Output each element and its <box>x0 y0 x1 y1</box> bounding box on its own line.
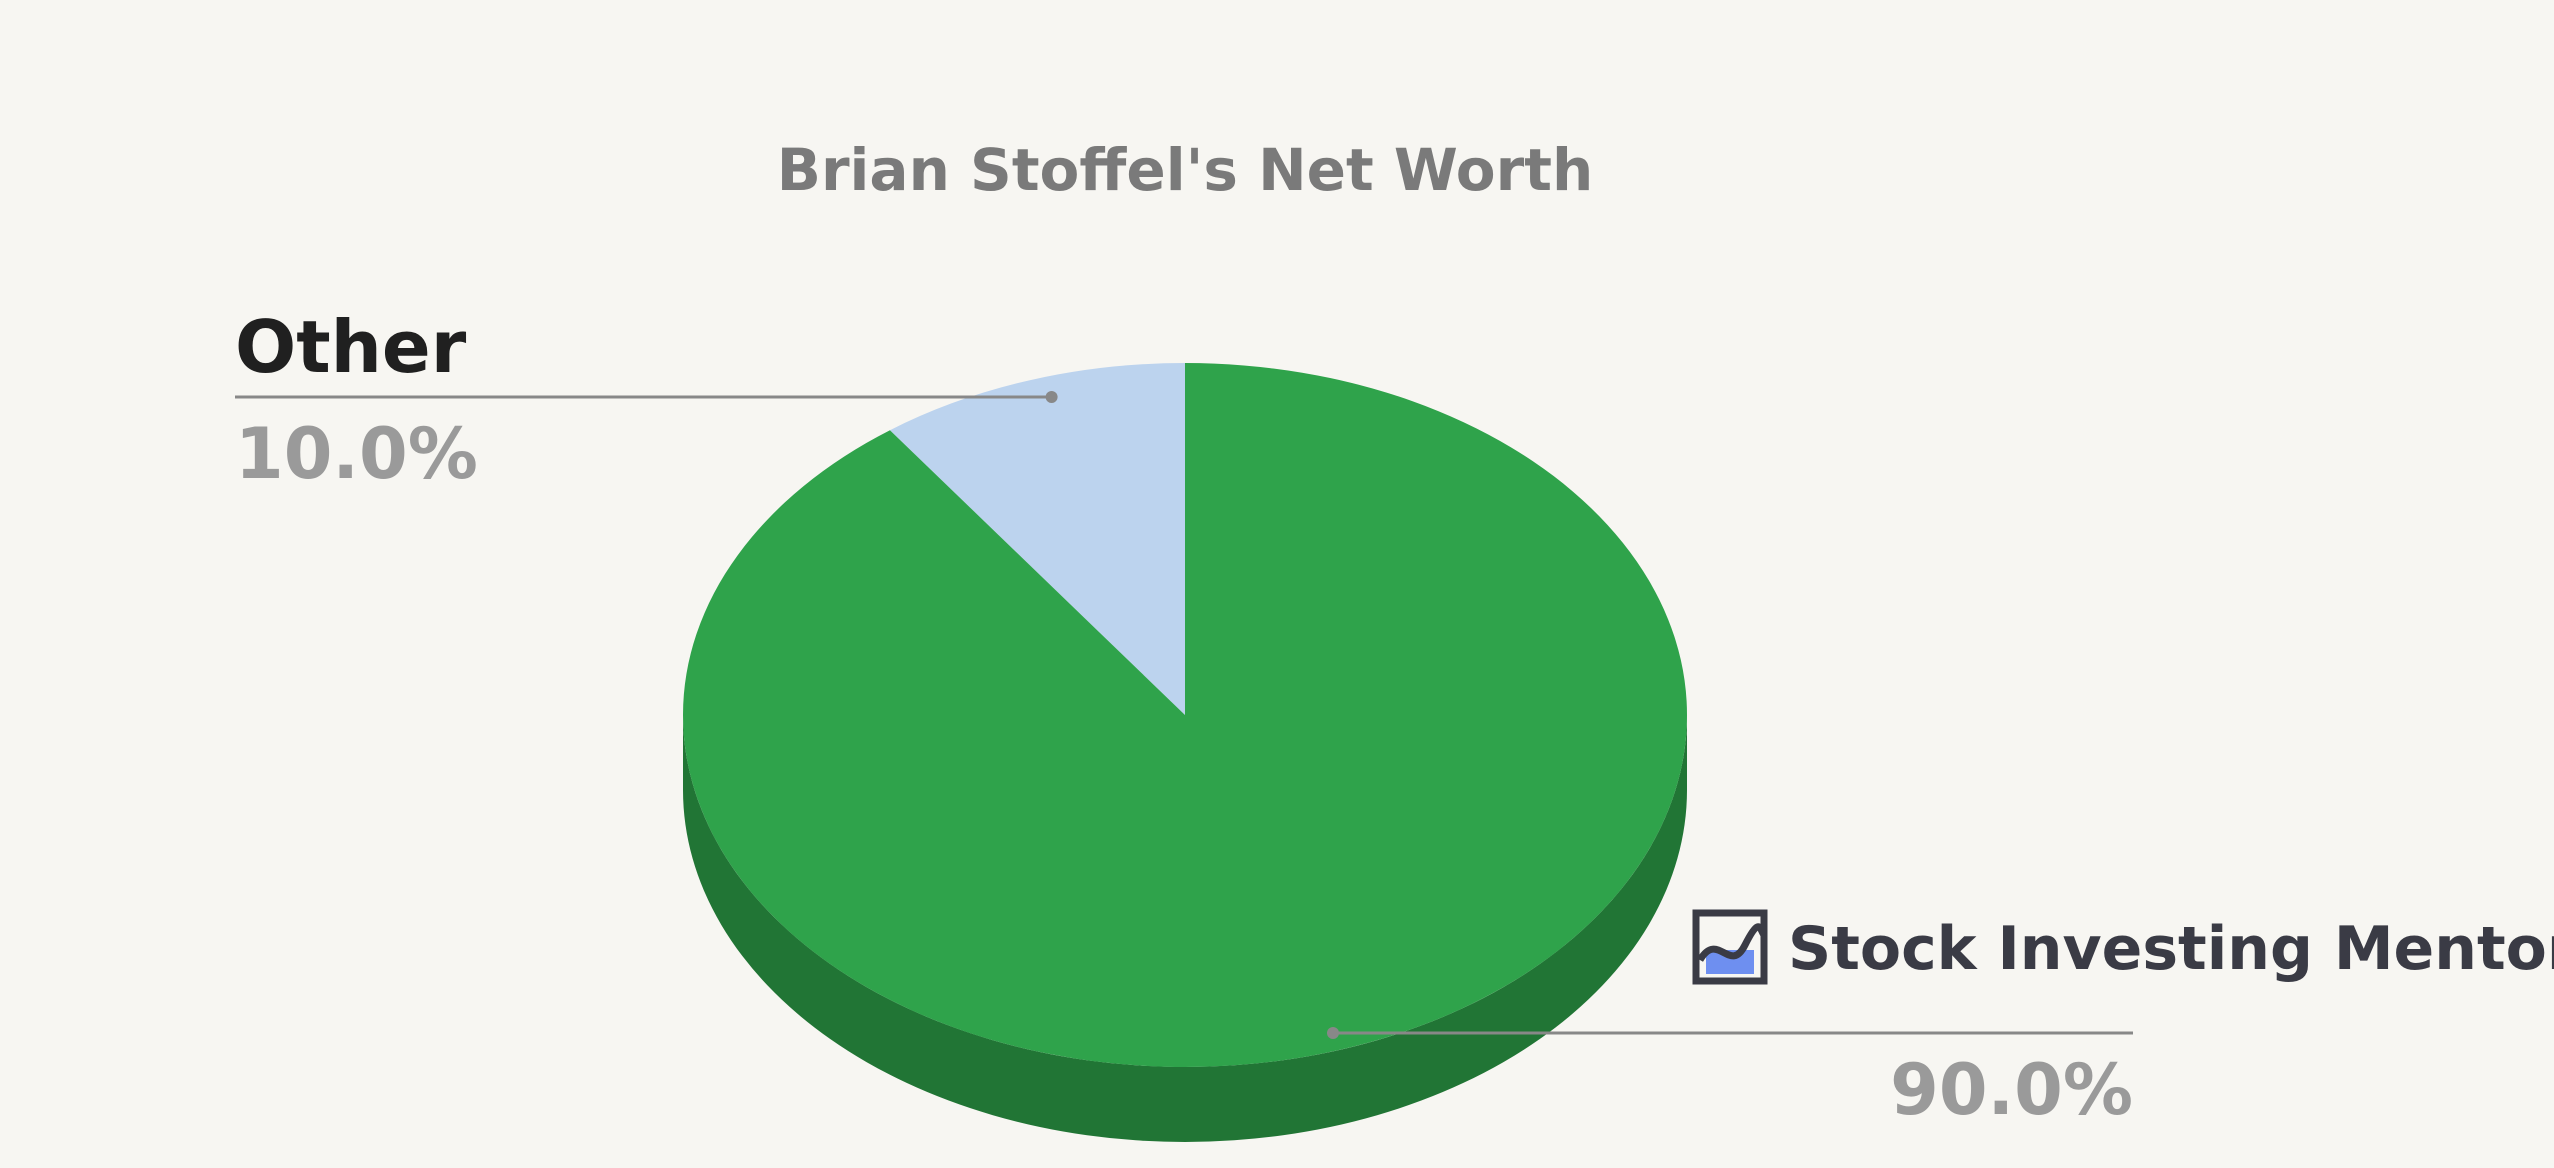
slice-label-other: Other <box>235 305 467 389</box>
watermark-text: Stock Investing Mentor <box>1788 914 2554 984</box>
chart-title: Brian Stoffel's Net Worth <box>777 136 1594 204</box>
watermark: Stock Investing Mentor <box>1692 909 2554 985</box>
pie-slice-main <box>683 363 1687 1067</box>
leader-dot-main <box>1327 1027 1339 1039</box>
slice-percent-other: 10.0% <box>235 413 478 495</box>
pie-layer <box>683 363 1687 1142</box>
label-layer: Other 10.0% 90.0% <box>235 305 2133 1131</box>
pie-slice-other <box>889 363 1185 715</box>
chart-logo-icon <box>1692 909 1768 985</box>
leader-dot-other <box>1045 391 1058 403</box>
pie-side-wall <box>683 715 1687 1142</box>
slice-percent-main: 90.0% <box>1890 1049 2133 1131</box>
